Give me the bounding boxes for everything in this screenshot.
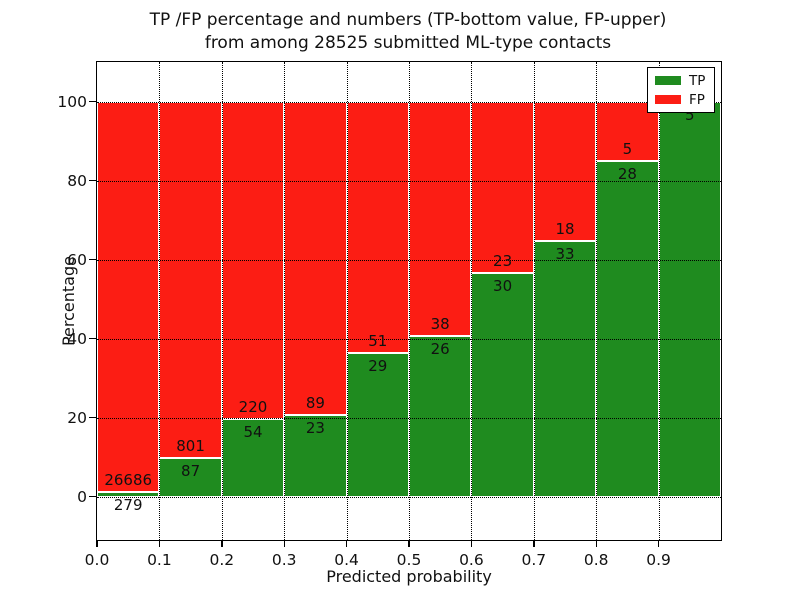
y-tick-mark xyxy=(89,258,97,261)
y-tick-label: 20 xyxy=(67,408,87,427)
y-tick-mark xyxy=(89,495,97,498)
x-tick-mark xyxy=(408,540,410,547)
y-tick-label: 60 xyxy=(67,250,87,269)
x-tick-mark xyxy=(595,540,597,547)
tp-count-label: 87 xyxy=(181,461,201,480)
fp-count-label: 26686 xyxy=(104,471,153,490)
bar-segment-fp xyxy=(159,101,222,458)
fp-count-label: 220 xyxy=(238,397,268,416)
tp-count-label: 33 xyxy=(555,244,575,263)
bar-segment-fp xyxy=(97,101,160,493)
fp-count-label: 51 xyxy=(368,332,388,351)
fp-count-label: 38 xyxy=(430,315,450,334)
x-axis-label: Predicted probability xyxy=(326,567,492,586)
x-tick-label: 0.8 xyxy=(583,551,609,569)
tp-count-label: 5 xyxy=(685,105,695,124)
y-tick-mark xyxy=(89,179,97,182)
bar-segment-fp xyxy=(409,101,472,337)
fp-count-label: 801 xyxy=(176,436,205,455)
x-tick-label: 0.7 xyxy=(521,551,547,569)
x-tick-label: 0.2 xyxy=(209,551,235,569)
x-gridline xyxy=(596,62,598,540)
tp-color-swatch xyxy=(655,76,681,85)
plot-canvas: 26686 279 801 87 220 54 89 23 51 29 38 26 23 30 18 33 5 2… xyxy=(57,62,721,569)
tp-count-label: 279 xyxy=(113,496,143,515)
legend-label-tp: TP xyxy=(689,72,706,89)
y-tick-mark xyxy=(89,416,97,419)
tp-count-label: 26 xyxy=(430,340,450,359)
x-tick-label: 0.1 xyxy=(147,551,172,569)
y-tick-mark xyxy=(89,337,97,340)
legend-label-fp: FP xyxy=(689,91,705,108)
chart-title-line2: from among 28525 submitted ML-type conta… xyxy=(204,33,612,53)
x-gridline xyxy=(221,62,223,540)
y-tick-label: 0 xyxy=(77,487,87,506)
x-gridline xyxy=(471,62,473,540)
bar-segment-fp xyxy=(533,101,597,241)
fp-count-label: 5 xyxy=(622,140,633,159)
legend: TP FP xyxy=(647,67,715,113)
y-tick-label: 80 xyxy=(67,171,87,190)
x-tick-mark xyxy=(283,540,285,547)
x-gridline xyxy=(346,62,348,540)
chart-title-line1: TP /FP percentage and numbers (TP-bottom… xyxy=(149,10,667,30)
y-tick-mark xyxy=(89,100,97,103)
bar-segment-fp xyxy=(346,101,409,354)
fp-count-label: 89 xyxy=(305,394,325,413)
legend-item-tp: TP xyxy=(655,74,708,88)
x-tick-label: 0.5 xyxy=(396,551,422,569)
x-tick-mark xyxy=(345,540,348,547)
x-gridline xyxy=(284,62,286,540)
fp-color-swatch xyxy=(655,95,681,104)
bar-segment-tp xyxy=(409,336,472,497)
x-gridline xyxy=(159,62,161,540)
x-tick-label: 0.6 xyxy=(459,551,484,569)
fp-count-label: 18 xyxy=(555,219,575,238)
tp-count-label: 23 xyxy=(305,419,325,438)
x-tick-mark xyxy=(96,540,98,547)
x-gridline xyxy=(409,62,410,540)
x-tick-mark xyxy=(657,540,660,547)
tp-count-label: 54 xyxy=(243,422,263,441)
bar-segment-tp xyxy=(596,161,659,497)
bar-segment-tp xyxy=(658,101,721,497)
x-gridline xyxy=(658,62,660,540)
plot-area: 26686 279 801 87 220 54 89 23 51 29 38 26 23 30 18 33 5 2… xyxy=(57,61,722,586)
bar-segment-tp xyxy=(284,415,347,497)
tp-count-label: 28 xyxy=(617,165,637,184)
bar-segment-tp xyxy=(346,353,409,497)
x-tick-label: 0.9 xyxy=(646,551,671,569)
x-tick-mark xyxy=(533,540,535,547)
tp-count-label: 30 xyxy=(493,276,513,295)
bar-segment-tp xyxy=(471,272,534,497)
x-tick-label: 0.3 xyxy=(271,551,297,569)
legend-item-fp: FP xyxy=(655,93,708,107)
y-axis-label: Percentage xyxy=(59,256,78,347)
fp-count-label: 23 xyxy=(493,251,513,270)
bar-segment-tp xyxy=(159,457,222,497)
bar-segment-fp xyxy=(471,101,534,273)
y-tick-label: 100 xyxy=(57,92,87,111)
x-tick-label: 0.0 xyxy=(84,551,110,569)
x-tick-mark xyxy=(470,540,473,547)
x-tick-mark xyxy=(158,540,161,547)
x-tick-label: 0.4 xyxy=(334,551,359,569)
y-tick-label: 40 xyxy=(67,329,87,348)
chart-title: TP /FP percentage and numbers (TP-bottom… xyxy=(96,9,720,55)
bar-segment-tp xyxy=(221,418,285,497)
x-gridline xyxy=(533,62,535,540)
bar-segment-tp xyxy=(97,492,160,497)
bar-segment-fp xyxy=(284,101,347,416)
x-tick-mark xyxy=(221,540,223,547)
bar-segment-tp xyxy=(533,240,597,497)
tp-count-label: 29 xyxy=(368,357,388,376)
